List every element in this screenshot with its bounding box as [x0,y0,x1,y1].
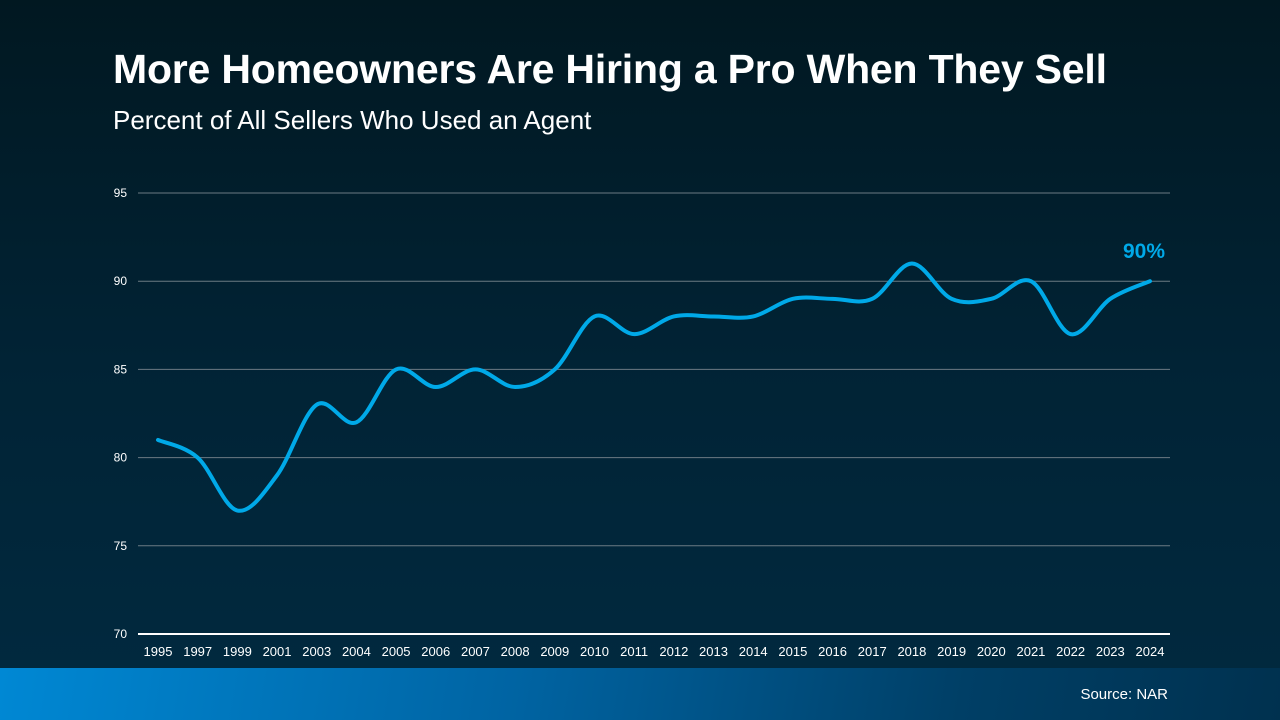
x-tick-label: 2006 [421,644,450,659]
y-tick-label: 70 [114,627,128,641]
source-note: Source: NAR [1080,686,1168,703]
end-value-label: 90% [1123,240,1165,263]
x-tick-label: 2004 [342,644,371,659]
chart-subtitle: Percent of All Sellers Who Used an Agent [113,105,592,135]
y-tick-label: 85 [114,362,128,376]
y-tick-label: 90 [114,274,128,288]
x-tick-label: 2005 [382,644,411,659]
y-tick-label: 75 [114,539,128,553]
x-tick-label: 2013 [699,644,728,659]
x-tick-label: 2024 [1136,644,1165,659]
x-tick-label: 2011 [620,644,648,659]
x-tick-label: 2016 [818,644,847,659]
x-tick-label: 2022 [1056,644,1085,659]
x-tick-label: 1999 [223,644,252,659]
chart-title: More Homeowners Are Hiring a Pro When Th… [113,46,1107,92]
x-tick-label: 2001 [263,644,292,659]
x-tick-label: 1997 [183,644,212,659]
x-tick-label: 2019 [937,644,966,659]
x-tick-label: 2009 [540,644,569,659]
x-tick-label: 2021 [1016,644,1045,659]
series-line [156,261,1152,513]
y-tick-label: 95 [114,186,128,200]
x-tick-label: 2008 [501,644,530,659]
x-tick-label: 2003 [302,644,331,659]
line-chart: 70 75 80 85 90 95 1995 1997 1999 2001 2003 2004 2005… [114,186,1170,659]
x-tick-label: 2017 [858,644,887,659]
x-tick-label: 2015 [778,644,807,659]
x-tick-label: 2007 [461,644,490,659]
x-tick-label: 2018 [897,644,926,659]
x-tick-label: 2012 [659,644,688,659]
x-tick-label: 2023 [1096,644,1125,659]
footer-band [0,668,1280,720]
x-tick-label: 2014 [739,644,768,659]
x-tick-label: 2020 [977,644,1006,659]
x-tick-label: 1995 [144,644,173,659]
y-tick-label: 80 [114,451,128,465]
x-tick-label: 2010 [580,644,609,659]
